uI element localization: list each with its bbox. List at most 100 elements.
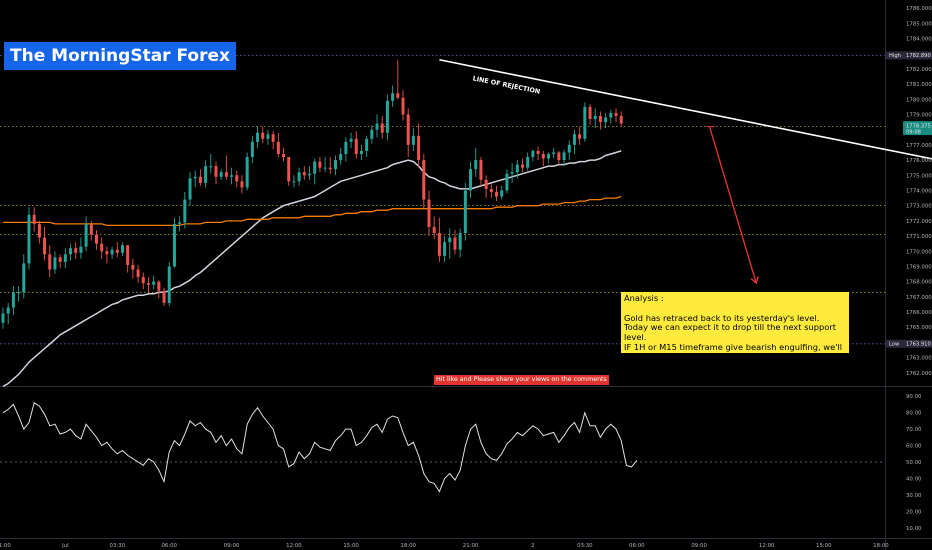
high-tag-value: 1782.890 (906, 53, 931, 59)
candle-body (240, 181, 244, 188)
candle-body (141, 277, 145, 284)
time-tick-label: 18:00 (400, 543, 416, 549)
time-tick-label: 12:00 (759, 543, 775, 549)
candle-body (578, 134, 582, 139)
candle-body (531, 150, 535, 158)
candle-body (74, 248, 78, 253)
price-tick-label: 1765.000 (906, 325, 932, 331)
candle-body (271, 134, 275, 142)
time-tick-label: 06:00 (629, 543, 645, 549)
candle-body (567, 144, 571, 153)
candle-body (349, 138, 353, 142)
candle-body (536, 150, 540, 154)
candle-body (609, 112, 613, 118)
price-tick-label: 1762.000 (906, 371, 932, 377)
price-tick-label: 1775.000 (906, 173, 932, 179)
candle-body (219, 172, 223, 177)
candle-body (385, 100, 389, 133)
candle-body (427, 199, 431, 227)
candle-body (17, 292, 21, 294)
candle-body (422, 160, 426, 200)
candle-body (69, 248, 73, 255)
candle-body (230, 175, 234, 177)
candle-body (162, 290, 166, 303)
candle-body (333, 160, 337, 170)
candle-body (105, 251, 109, 255)
candle-body (375, 123, 379, 130)
candle-body (235, 175, 239, 182)
price-tick-label: 1772.000 (906, 219, 932, 225)
time-tick-label: 03:30 (577, 543, 593, 549)
candle-body (339, 153, 343, 161)
arrow-head (750, 276, 759, 285)
candle-body (417, 135, 421, 161)
candle-body (152, 281, 156, 285)
candle-body (32, 214, 36, 224)
candle-body (11, 292, 15, 308)
candle-body (354, 138, 358, 154)
candle-body (323, 167, 327, 169)
candle-body (552, 152, 556, 154)
candle-body (146, 283, 150, 285)
ma-fast-line (2, 150, 622, 388)
time-tick-label: 18:00 (873, 543, 889, 549)
candle-body (453, 237, 457, 250)
candle-body (463, 190, 467, 234)
candle-body (546, 153, 550, 159)
candle-body (562, 152, 566, 161)
rsi-tick-label: 70.00 (906, 427, 922, 433)
low-tag (886, 339, 932, 348)
candle-body (172, 223, 176, 267)
price-tick-label: 1768.000 (906, 280, 932, 286)
low-tag-value: 1763.910 (906, 342, 931, 348)
candle-body (526, 157, 530, 168)
candle-body (84, 223, 88, 247)
candle-body (359, 150, 363, 154)
price-tick-label: 1785.000 (906, 21, 932, 27)
candle-body (479, 160, 483, 180)
rsi-tick-label: 90.00 (906, 394, 922, 400)
price-tick-label: 1781.000 (906, 82, 932, 88)
candle-body (126, 245, 130, 265)
rsi-line (2, 402, 638, 493)
projection-arrow (708, 126, 757, 284)
candle-body (198, 176, 202, 183)
time-tick-label: 15:00 (343, 543, 359, 549)
candle-body (63, 254, 67, 262)
candle-body (292, 181, 296, 183)
candle-body (406, 114, 410, 145)
candle-body (178, 222, 182, 224)
price-tick-label: 1773.000 (906, 204, 932, 210)
time-tick-label: 2 (531, 543, 534, 549)
candle-body (193, 176, 197, 179)
candle-body (79, 246, 83, 253)
price-tick-label: 1780.000 (906, 97, 932, 103)
candle-body (27, 214, 31, 264)
price-tick-label: 1779.000 (906, 112, 932, 118)
candle-body (308, 173, 312, 176)
time-tick-label: Jul (61, 543, 69, 549)
candle-body (500, 190, 504, 197)
price-tick-label: 1763.000 (906, 356, 932, 362)
rejection-trendline (439, 58, 932, 160)
candle-body (250, 141, 254, 158)
candle-body (515, 164, 519, 173)
candle-body (256, 132, 260, 142)
candle-body (484, 179, 488, 189)
time-tick-label: 15:00 (816, 543, 832, 549)
price-tick-label: 1782.000 (906, 67, 932, 73)
candle-body (120, 245, 124, 253)
candle-body (505, 173, 509, 191)
ma-slow-line (3, 195, 622, 227)
candle-body (557, 152, 561, 161)
candle-body (95, 234, 99, 244)
candle-body (593, 115, 597, 120)
candle-body (131, 264, 135, 270)
high-tag (886, 51, 932, 60)
rsi-tick-label: 30.00 (906, 493, 922, 499)
candle-body (572, 134, 576, 145)
price-tick-label: 1766.000 (906, 310, 932, 316)
candle-body (302, 172, 306, 176)
